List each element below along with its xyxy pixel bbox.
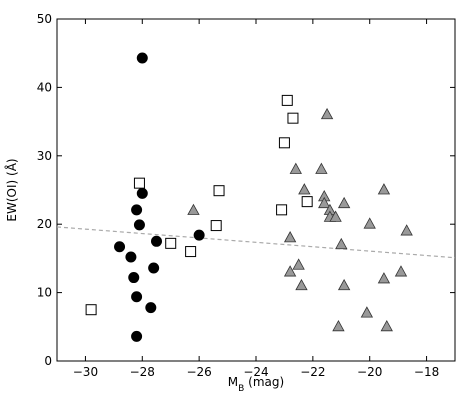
y-tick-label: 40 <box>37 80 52 94</box>
x-tick-label: −20 <box>357 365 382 379</box>
circle-point <box>125 251 137 263</box>
circle-point <box>145 302 157 314</box>
circle-point <box>148 262 160 274</box>
triangle-point <box>377 183 391 195</box>
triangle-point <box>318 196 331 209</box>
triangle-point <box>337 196 351 209</box>
square-point <box>185 246 197 258</box>
square-point <box>85 304 97 316</box>
circle-point <box>128 272 140 284</box>
square-point <box>278 137 290 149</box>
y-tick-label: 30 <box>37 149 52 163</box>
square-point <box>213 185 225 197</box>
triangle-point <box>295 278 308 291</box>
square-point <box>276 204 288 216</box>
circle-point <box>131 330 143 342</box>
square-point <box>165 237 177 249</box>
triangle-point <box>400 224 413 236</box>
y-tick-label: 0 <box>44 354 52 368</box>
x-tick-label: −18 <box>414 365 439 379</box>
square-point <box>133 177 145 189</box>
circle-point <box>131 291 143 303</box>
x-tick-label: −22 <box>300 365 325 379</box>
circle-point <box>114 241 126 253</box>
triangle-point <box>289 162 302 174</box>
x-axis-label-main: M <box>228 375 238 389</box>
triangle-point <box>292 258 305 270</box>
triangle-point <box>283 231 297 243</box>
square-point <box>281 94 293 106</box>
plot-frame <box>56 18 456 362</box>
x-tick-label: −28 <box>130 365 155 379</box>
circle-point <box>133 219 145 231</box>
triangle-point <box>377 272 391 284</box>
triangle-point <box>329 210 342 222</box>
circle-point <box>193 229 205 241</box>
fit-line-group <box>56 226 456 259</box>
triangle-point <box>363 217 376 229</box>
triangle-point <box>380 319 393 332</box>
triangle-point <box>394 265 408 277</box>
triangle-point <box>335 237 348 250</box>
x-axis-label-unit: (mag) <box>244 375 284 389</box>
axis-ticks: −30 −28 −26 −24 −22 −20 −18 0 10 20 30 40 50 <box>37 12 455 379</box>
circle-point <box>151 235 162 247</box>
triangle-point <box>283 265 297 277</box>
triangle-point <box>298 183 311 195</box>
triangle-point <box>315 162 328 174</box>
triangle-point <box>320 107 334 120</box>
triangle-point <box>360 306 374 318</box>
square-point <box>287 112 299 124</box>
x-tick-label: −26 <box>186 365 211 379</box>
triangle-point <box>332 319 345 332</box>
x-tick-label: −30 <box>73 365 98 379</box>
square-point <box>210 220 222 232</box>
x-tick-label: −24 <box>243 365 268 379</box>
data-points <box>85 52 413 342</box>
triangle-point <box>187 203 200 215</box>
y-tick-label: 10 <box>37 286 52 300</box>
circle-point <box>136 52 148 64</box>
square-point <box>301 196 313 208</box>
circle-point <box>131 204 143 216</box>
y-tick-label: 20 <box>37 217 52 231</box>
circle-point <box>136 187 148 199</box>
y-axis-label: EW(OI) (Å) <box>4 158 19 221</box>
fit-line <box>56 226 456 259</box>
x-axis-label-sub: B <box>238 384 244 394</box>
triangle-point <box>337 278 351 291</box>
y-tick-label: 50 <box>37 12 52 26</box>
x-axis-label: MB (mag) <box>228 375 284 394</box>
